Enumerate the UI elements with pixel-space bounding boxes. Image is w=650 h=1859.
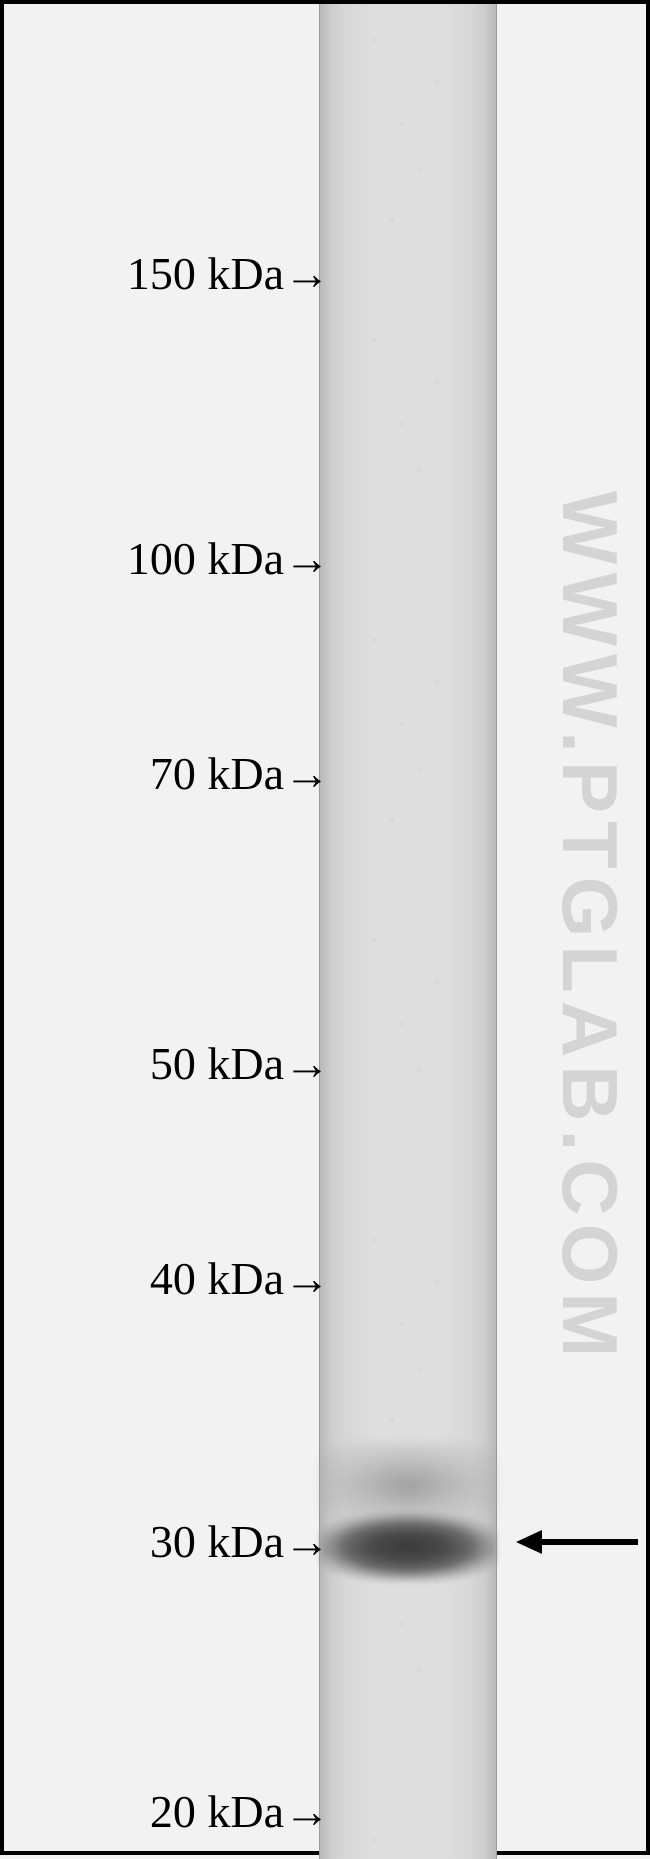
marker-arrow-icon: →: [284, 751, 330, 797]
marker-text: 20 kDa: [150, 1786, 284, 1837]
marker-arrow-icon: →: [284, 1256, 330, 1302]
marker-arrow-icon: →: [284, 536, 330, 582]
marker-arrow-icon: →: [284, 1789, 330, 1835]
marker-arrow-icon: →: [284, 1041, 330, 1087]
band-main-30kda: [319, 1512, 497, 1582]
marker-label-20: 20 kDa→: [150, 1789, 284, 1835]
watermark-text: WWW.PTGLAB.COM: [544, 490, 635, 1365]
marker-text: 100 kDa: [127, 533, 284, 584]
marker-text: 40 kDa: [150, 1253, 284, 1304]
marker-text: 50 kDa: [150, 1038, 284, 1089]
blot-frame: WWW.PTGLAB.COM 150 kDa→ 100 kDa→ 70 kDa→…: [0, 0, 650, 1855]
marker-arrow-icon: →: [284, 1519, 330, 1565]
marker-text: 30 kDa: [150, 1516, 284, 1567]
marker-label-40: 40 kDa→: [150, 1256, 284, 1302]
marker-label-30: 30 kDa→: [150, 1519, 284, 1565]
marker-label-100: 100 kDa→: [127, 536, 284, 582]
marker-text: 70 kDa: [150, 748, 284, 799]
marker-label-150: 150 kDa→: [127, 251, 284, 297]
marker-label-70: 70 kDa→: [150, 751, 284, 797]
marker-label-50: 50 kDa→: [150, 1041, 284, 1087]
band-indicator-arrow-icon: [512, 1524, 642, 1560]
marker-arrow-icon: →: [284, 251, 330, 297]
marker-text: 150 kDa: [127, 248, 284, 299]
